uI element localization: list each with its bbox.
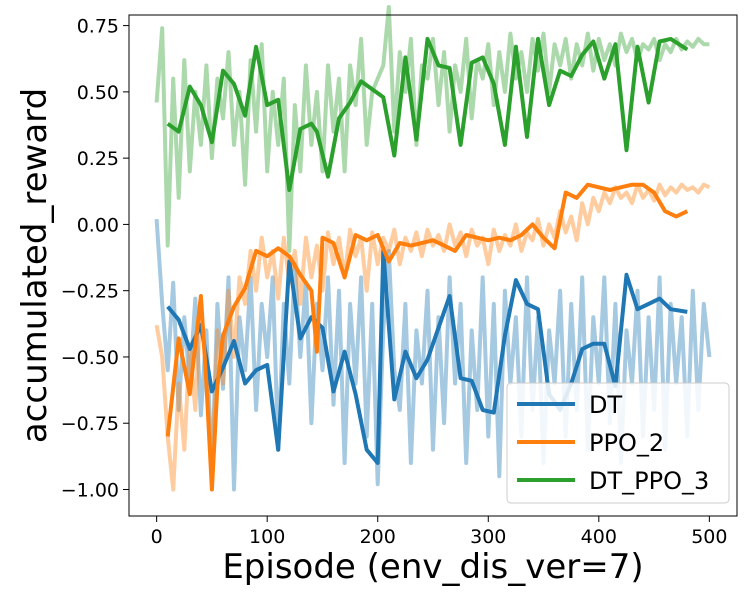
y-axis: −1.00 −0.75 −0.50 −0.25 0.00 0.25 0.50 0.75	[61, 16, 129, 501]
x-tick-label: 200	[360, 526, 396, 548]
y-tick-label: 0.00	[77, 214, 119, 236]
plot-frame	[128, 14, 738, 517]
y-tick-label: 0.25	[77, 148, 119, 170]
y-tick-label: −0.75	[61, 413, 119, 435]
series-raw-dt-ppo-3	[154, 5, 710, 253]
y-tick-label: 0.50	[77, 82, 119, 104]
y-tick-label: −1.00	[61, 479, 119, 501]
x-tick-label: 500	[691, 526, 727, 548]
x-tick-label: 100	[249, 526, 285, 548]
x-axis: 0 100 200 300 400 500	[151, 516, 727, 548]
y-tick-label: −0.25	[61, 281, 119, 303]
legend-label-dt-ppo-3: DT_PPO_3	[589, 467, 709, 495]
series-line-ppo-2	[165, 182, 689, 492]
x-tick-label: 300	[470, 526, 506, 548]
x-tick-label: 400	[581, 526, 617, 548]
legend-box	[506, 382, 730, 504]
series-line-dt-ppo-3	[166, 36, 689, 192]
series-line-dt	[166, 248, 688, 465]
x-tick-label: 0	[151, 526, 163, 548]
smoothed-series-layer	[165, 36, 689, 492]
legend-label-ppo-2: PPO_2	[589, 429, 664, 457]
series-raw-ppo-2	[154, 182, 711, 492]
legend: DT PPO_2 DT_PPO_3	[506, 382, 730, 504]
x-axis-title: Episode (env_dis_ver=7)	[222, 547, 643, 587]
y-axis-title: accumulated_reward	[15, 88, 55, 443]
y-tick-label: 0.75	[77, 16, 119, 38]
legend-label-dt: DT	[589, 391, 622, 419]
y-tick-label: −0.50	[61, 347, 119, 369]
